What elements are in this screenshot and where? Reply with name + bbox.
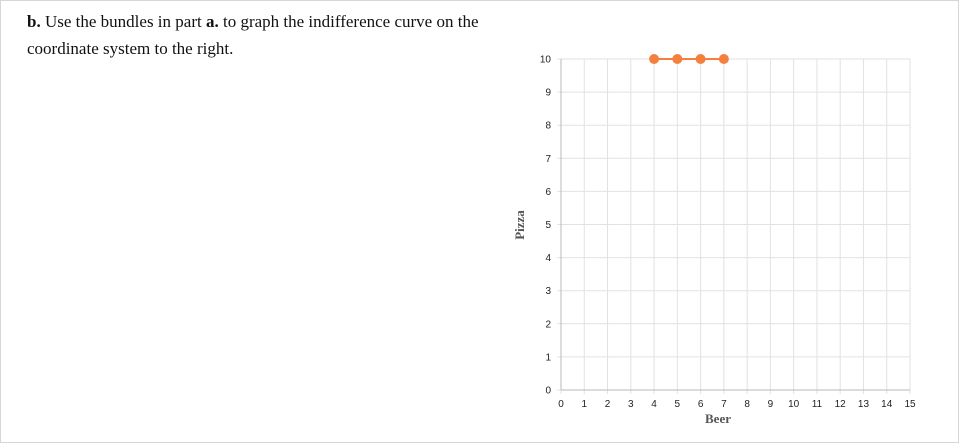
grid: [557, 58, 911, 394]
x-tick-label: 3: [628, 399, 634, 410]
axes: [560, 59, 910, 391]
x-tick-label: 0: [558, 399, 564, 410]
part-label: b.: [27, 12, 41, 31]
question-text-1: Use the bundles in part: [40, 12, 206, 31]
data-point[interactable]: [649, 54, 660, 64]
x-tick-label: 8: [744, 399, 750, 410]
x-tick-label: 15: [904, 399, 916, 410]
x-tick-labels: 0 1 2 3 4 5 6 7 8 9 10 11 12 13 14 15: [558, 399, 916, 410]
y-tick-label: 3: [545, 286, 551, 297]
x-tick-label: 7: [721, 399, 727, 410]
y-tick-label: 7: [545, 154, 551, 165]
x-axis-title: Beer: [705, 411, 731, 426]
x-tick-label: 5: [675, 399, 681, 410]
y-tick-label: 2: [545, 319, 551, 330]
y-tick-label: 4: [545, 253, 551, 264]
data-point[interactable]: [695, 54, 706, 64]
y-tick-label: 5: [545, 220, 551, 231]
x-tick-label: 14: [881, 399, 893, 410]
x-tick-label: 1: [581, 399, 587, 410]
x-tick-label: 2: [605, 399, 611, 410]
y-tick-label: 8: [545, 121, 551, 132]
part-reference: a.: [205, 12, 219, 31]
x-tick-label: 6: [698, 399, 704, 410]
data-point[interactable]: [672, 54, 683, 64]
x-tick-label: 12: [835, 399, 847, 410]
x-tick-label: 11: [812, 399, 823, 410]
x-tick-label: 9: [768, 399, 774, 410]
y-tick-labels: 0 1 2 3 4 5 6 7 8 9 10: [540, 55, 552, 397]
indifference-curve[interactable]: [649, 54, 729, 64]
y-axis-title: Pizza: [512, 210, 527, 240]
question-text: b. Use the bundles in part a. to graph t…: [27, 8, 487, 62]
x-tick-label: 10: [788, 399, 800, 410]
y-tick-label: 6: [545, 187, 551, 198]
question-text-2: to graph the indifference curve on the c…: [27, 12, 479, 58]
y-tick-label: 1: [545, 352, 551, 363]
y-tick-label: 9: [545, 88, 551, 99]
data-point[interactable]: [718, 54, 729, 64]
y-tick-label: 10: [540, 55, 552, 66]
x-tick-label: 13: [858, 399, 870, 410]
x-tick-label: 4: [651, 399, 657, 410]
y-tick-label: 0: [545, 386, 551, 397]
